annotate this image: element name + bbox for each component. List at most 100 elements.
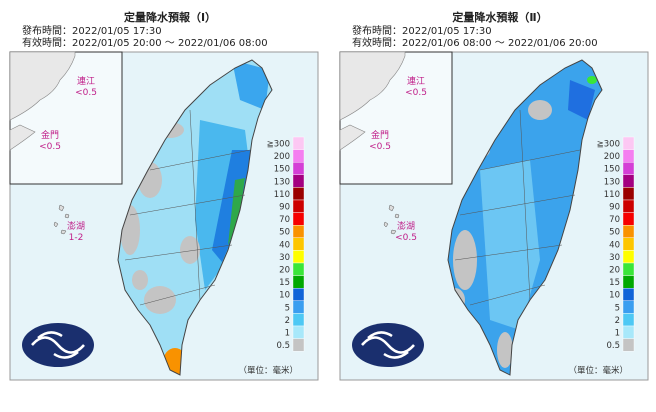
legend-swatch (292, 149, 305, 163)
legend-label: 5 (285, 303, 290, 313)
county-borders (454, 109, 581, 306)
panel-title: 定量降水預報（Ⅰ） (124, 10, 216, 24)
island-amount: <0.5 (39, 142, 61, 152)
legend-label: 150 (274, 165, 290, 175)
legend-swatch (292, 288, 305, 302)
legend-swatch (622, 250, 635, 264)
legend-label: 30 (609, 253, 620, 263)
legend-swatch (622, 338, 635, 352)
legend-swatch (622, 212, 635, 226)
legend-swatch (292, 237, 305, 251)
coast-china (339, 51, 406, 151)
legend-swatch (622, 275, 635, 289)
legend-swatch (622, 300, 635, 314)
dry-area (497, 332, 513, 368)
legend-label: 0.5 (276, 341, 290, 351)
unit-label: （單位：毫米） (238, 365, 298, 376)
penghu-islands (383, 204, 400, 235)
legend-label: 2 (615, 316, 620, 326)
legend-label: 20 (279, 266, 290, 276)
legend-swatch (292, 262, 305, 276)
valid-time: 有效時間：2022/01/05 20:00 ～ 2022/01/06 08:00 (22, 36, 268, 49)
legend-swatch (292, 338, 305, 352)
legend-swatch (292, 161, 305, 175)
rain-area (587, 76, 597, 84)
legend-label: 10 (609, 291, 620, 301)
legend-label: 70 (279, 215, 290, 225)
legend-label: 70 (609, 215, 620, 225)
legend-swatch (292, 187, 305, 201)
island-name: 連江 (77, 75, 95, 87)
legend-label: 200 (604, 152, 620, 162)
legend-label: 200 (274, 152, 290, 162)
legend-swatch (292, 325, 305, 339)
coast-china (9, 51, 76, 151)
legend-label: 15 (609, 278, 620, 288)
legend-label: 10 (279, 291, 290, 301)
legend-swatch (292, 300, 305, 314)
taiwan-outline (117, 59, 273, 376)
legend-swatch (292, 224, 305, 238)
legend-swatch (622, 224, 635, 238)
legend-label: 0.5 (606, 341, 620, 351)
island-name: 連江 (407, 75, 425, 87)
county-borders (124, 109, 251, 306)
island-name: 金門 (41, 129, 59, 141)
legend-swatch (622, 325, 635, 339)
legend-swatch (622, 262, 635, 276)
legend-swatch (622, 313, 635, 327)
legend-label: ≧300 (597, 140, 620, 150)
legend-label: 20 (609, 266, 620, 276)
valid-time: 有效時間：2022/01/06 08:00 ～ 2022/01/06 20:00 (352, 36, 598, 49)
legend-label: 40 (279, 240, 290, 250)
rain-area (232, 60, 270, 110)
island-name: 澎湖 (67, 220, 85, 232)
issue-time: 發布時間：2022/01/05 17:30 (352, 24, 492, 37)
rain-area (568, 80, 595, 120)
island-amount: <0.5 (395, 233, 417, 243)
legend-swatch (622, 149, 635, 163)
legend-label: 15 (279, 278, 290, 288)
legend-label: 130 (274, 177, 290, 187)
taiwan-outline (447, 59, 603, 376)
legend-label: 110 (604, 190, 620, 200)
forecast-panel: 定量降水預報（Ⅱ）發布時間：2022/01/05 17:30有效時間：2022/… (339, 10, 649, 381)
legend-label: 1 (615, 329, 620, 339)
dry-area (144, 286, 176, 314)
island-amount: 1-2 (69, 233, 84, 243)
issue-time: 發布時間：2022/01/05 17:30 (22, 24, 162, 37)
legend-label: 30 (279, 253, 290, 263)
legend-swatch (292, 250, 305, 264)
legend-label: ≧300 (267, 140, 290, 150)
dry-area (528, 100, 552, 120)
island-amount: <0.5 (369, 142, 391, 152)
legend-label: 5 (615, 303, 620, 313)
legend-swatch (622, 288, 635, 302)
island-name: 金門 (371, 129, 389, 141)
island-amount: <0.5 (75, 88, 97, 98)
legend-label: 40 (609, 240, 620, 250)
penghu-islands (53, 204, 70, 235)
legend-swatch (622, 136, 635, 150)
legend-label: 90 (279, 203, 290, 213)
legend-swatch (622, 187, 635, 201)
legend-label: 130 (604, 177, 620, 187)
legend-swatch (622, 199, 635, 213)
legend-swatch (292, 275, 305, 289)
forecast-panel: 定量降水預報（Ⅰ）發布時間：2022/01/05 17:30有效時間：2022/… (9, 10, 319, 381)
legend-swatch (622, 237, 635, 251)
legend-swatch (292, 212, 305, 226)
legend-swatch (622, 161, 635, 175)
legend-swatch (292, 136, 305, 150)
legend-swatch (292, 174, 305, 188)
cwb-logo-swirl (361, 331, 415, 359)
legend-label: 50 (609, 228, 620, 238)
legend-label: 150 (604, 165, 620, 175)
island-name: 澎湖 (397, 220, 415, 232)
legend-swatch (292, 313, 305, 327)
cwb-logo-swirl (31, 331, 85, 359)
dry-area (132, 270, 148, 290)
panel-title: 定量降水預報（Ⅱ） (452, 10, 547, 24)
legend-label: 110 (274, 190, 290, 200)
